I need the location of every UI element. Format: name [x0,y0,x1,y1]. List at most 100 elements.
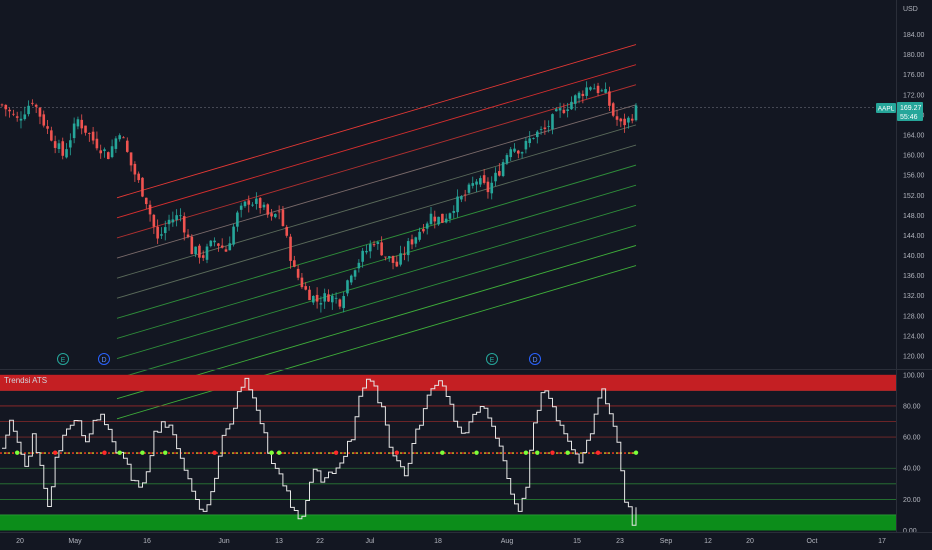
candle-body [376,242,380,245]
candle-body [384,256,387,258]
price-axis[interactable]: USD 184.00180.00176.00172.00168.00164.00… [876,0,925,535]
candle-body [346,280,349,294]
buy-signal-dot [633,450,639,455]
time-tick: 20 [16,538,24,545]
buy-signal-dot [565,450,570,455]
time-tick: 18 [434,538,442,545]
buy-signal-dot [474,450,479,455]
price-tick: 124.00 [903,333,925,340]
candle-body [372,244,376,246]
indicator-pane[interactable]: Trendsi ATS [0,374,896,531]
regression-channel [116,44,637,420]
candle-body [319,303,323,305]
candle-body [611,103,615,116]
sell-signal-dot [595,450,601,455]
candle-body [471,183,475,186]
channel-line [116,104,637,259]
candle-body [349,275,353,283]
earnings-marker[interactable]: E [57,353,69,365]
candle-body [236,212,239,227]
time-tick: May [68,538,82,545]
channel-line [116,184,637,339]
candle-body [258,198,262,208]
candle-body [627,117,630,123]
candle-body [99,150,103,154]
dividend-marker[interactable]: D [98,353,110,365]
candle-body [76,119,80,127]
candle-body [532,138,535,139]
candle-body [190,236,194,255]
candle-body [338,299,342,307]
candle-body [289,236,292,261]
candle-body [239,205,243,210]
candle-body [84,125,87,133]
indicator-tick: 20.00 [903,497,921,504]
candle-body [281,209,285,226]
candle-body [334,297,338,299]
candle-body [251,204,254,206]
candle-body [368,244,372,252]
candle-body [315,294,319,302]
candle-body [437,216,440,225]
candle-body [330,295,334,303]
channel-line [116,224,637,380]
channel-line [116,84,637,239]
candle-body [608,91,611,106]
candle-body [91,131,95,141]
price-tick: 148.00 [903,213,925,220]
channel-line [116,245,637,400]
candle-body [106,152,110,160]
candle-body [69,140,72,148]
candle-body [114,138,118,149]
signal-dots [14,450,639,455]
buy-signal-dot [163,450,168,455]
candle-body [353,270,357,277]
candle-body [186,234,190,237]
sell-signal-dot [52,450,58,455]
time-tick: 16 [143,538,151,545]
candle-body [296,268,300,278]
candle-body [399,253,402,265]
candle-body [285,226,289,236]
candle-body [160,234,163,236]
candle-body [452,210,456,213]
price-tick: 120.00 [903,354,925,361]
candle-body [12,113,15,115]
channel-line [116,164,637,319]
buy-signal-dot [269,450,274,455]
candle-body [475,181,478,185]
candle-body [592,88,596,90]
candle-body [198,245,201,258]
candle-body [634,105,638,121]
candle-body [577,92,581,99]
candle-body [558,108,562,111]
candle-body [573,95,577,104]
candle-body [342,296,345,309]
candle-body [308,289,311,301]
candle-body [152,214,156,227]
candle-body [501,162,505,176]
candle-body [163,227,167,234]
indicator-tick: 40.00 [903,466,921,473]
candle-body [232,226,235,245]
candle-body [604,89,607,93]
symbol-tag: AAPL [878,106,895,113]
candle-body [304,286,308,290]
candle-body [103,149,106,152]
earnings-marker[interactable]: E [486,353,498,365]
time-tick: 23 [616,538,624,545]
candle-body [433,216,437,222]
time-axis[interactable]: 20 May 16 Jun 13 22 Jul 18 Aug 15 23 Sep 12 20 Oct 17 [0,532,932,546]
price-tick: 140.00 [903,253,925,260]
dividend-marker[interactable]: D [529,353,541,365]
time-tick: Oct [807,538,818,545]
candle-body [543,127,547,130]
candle-body [122,137,125,139]
buy-signal-dot [117,450,122,455]
candle-body [387,256,391,258]
candle-body [194,246,197,255]
candle-body [274,214,277,218]
overbought-zone [0,374,896,391]
